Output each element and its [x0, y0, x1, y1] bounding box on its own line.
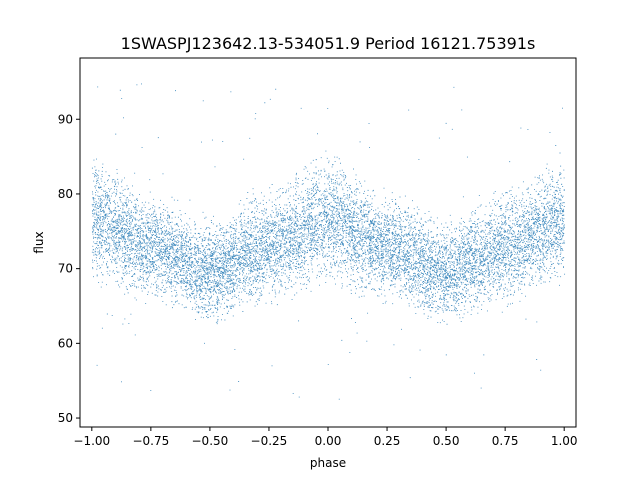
y-tick-label: 70	[58, 262, 73, 276]
y-tick-label: 90	[58, 112, 73, 126]
y-tick-label: 50	[58, 411, 73, 425]
x-axis-label: phase	[310, 456, 346, 470]
y-axis: 50 60 70 80 90	[58, 112, 80, 425]
y-axis-label: flux	[32, 231, 46, 253]
x-tick-label: 0.00	[315, 434, 342, 448]
y-tick-label: 80	[58, 187, 73, 201]
x-tick-label: 1.00	[551, 434, 578, 448]
chart-title: 1SWASPJ123642.13-534051.9 Period 16121.7…	[121, 34, 536, 53]
x-tick-label: 0.25	[374, 434, 401, 448]
x-tick-label: −0.50	[192, 434, 229, 448]
x-tick-label: −1.00	[73, 434, 110, 448]
scatter-point-cloud	[91, 83, 566, 400]
x-tick-label: 0.75	[492, 434, 519, 448]
x-axis: −1.00 −0.75 −0.50 −0.25 0.00 0.25 0.50 0.75 1.00	[73, 427, 578, 448]
x-tick-label: 0.50	[433, 434, 460, 448]
y-tick-label: 60	[58, 336, 73, 350]
x-tick-label: −0.25	[251, 434, 288, 448]
x-tick-label: −0.75	[132, 434, 169, 448]
scatter-points	[91, 83, 566, 400]
